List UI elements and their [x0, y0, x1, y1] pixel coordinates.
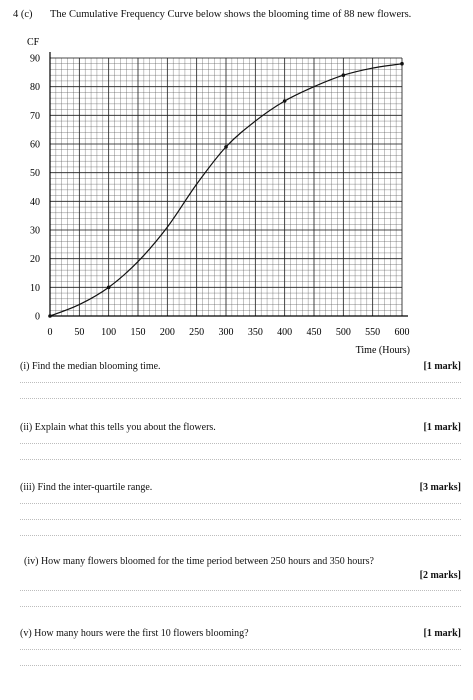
question-header: 4 (c) The Cumulative Frequency Curve belo…: [13, 9, 411, 20]
marks-ii: [1 mark]: [423, 422, 462, 433]
answer-line[interactable]: [20, 382, 461, 383]
question-intro: The Cumulative Frequency Curve below sho…: [50, 9, 412, 20]
x-tick-label: 300: [219, 327, 234, 338]
data-point: [106, 285, 111, 290]
answer-line[interactable]: [20, 665, 461, 666]
x-tick-label: 0: [48, 327, 53, 338]
question-iv: (iv) How many flowers bloomed for the ti…: [24, 556, 374, 567]
answer-line[interactable]: [20, 606, 461, 607]
x-tick-label: 500: [336, 327, 351, 338]
y-tick-label: 70: [30, 111, 40, 122]
answer-line[interactable]: [20, 649, 461, 650]
x-tick-label: 550: [365, 327, 380, 338]
x-tick-label: 250: [189, 327, 204, 338]
y-tick-label: 0: [35, 312, 40, 323]
answer-line[interactable]: [20, 459, 461, 460]
y-tick-label: 50: [30, 168, 40, 179]
answer-line[interactable]: [20, 519, 461, 520]
question-number: 4 (c): [13, 9, 33, 20]
answer-line[interactable]: [20, 503, 461, 504]
y-tick-label: 20: [30, 254, 40, 265]
x-tick-label: 100: [101, 327, 116, 338]
x-tick-label: 200: [160, 327, 175, 338]
marks-iv: [2 marks]: [419, 570, 461, 581]
marks-iii: [3 marks]: [419, 482, 461, 493]
data-point: [282, 99, 287, 103]
x-tick-label: 400: [277, 327, 292, 338]
answer-line[interactable]: [20, 443, 461, 444]
question-ii: (ii) Explain what this tells you about t…: [20, 422, 216, 433]
marks-i: [1 mark]: [423, 361, 462, 372]
y-tick-label: 10: [30, 283, 40, 294]
x-tick-label: 50: [74, 327, 84, 338]
question-i: (i) Find the median blooming time.: [20, 361, 161, 372]
marks-v: [1 mark]: [423, 628, 462, 639]
y-tick-label: 40: [30, 197, 40, 208]
x-tick-label: 150: [131, 327, 146, 338]
answer-line[interactable]: [20, 398, 461, 399]
y-tick-label: 30: [30, 226, 40, 237]
x-tick-label: 450: [307, 327, 322, 338]
marked-points: [48, 61, 404, 318]
answer-line[interactable]: [20, 535, 461, 536]
axes: [49, 52, 408, 317]
y-tick-label: 80: [30, 82, 40, 93]
data-point: [400, 61, 404, 66]
y-tick-label: 60: [30, 140, 40, 151]
tick-labels: 0 50 100 150 200 250 300 350 400 450 500 550 600 0 10 2…: [30, 54, 410, 339]
grid-major: [49, 57, 403, 317]
question-v: (v) How many hours were the first 10 flo…: [20, 628, 249, 639]
cumulative-frequency-chart: 0 50 100 150 200 250 300 350 400 450 500 550 600 0 10 2…: [27, 37, 410, 356]
x-tick-label: 350: [248, 327, 263, 338]
x-axis-label: Time (Hours): [356, 345, 410, 356]
y-tick-label: 90: [30, 54, 40, 65]
data-point: [224, 145, 228, 149]
x-tick-label: 600: [395, 327, 410, 338]
y-axis-label: CF: [27, 37, 40, 48]
question-iii: (iii) Find the inter-quartile range.: [20, 482, 153, 493]
data-point: [48, 314, 52, 318]
data-point: [341, 73, 346, 77]
answer-line[interactable]: [20, 590, 461, 591]
